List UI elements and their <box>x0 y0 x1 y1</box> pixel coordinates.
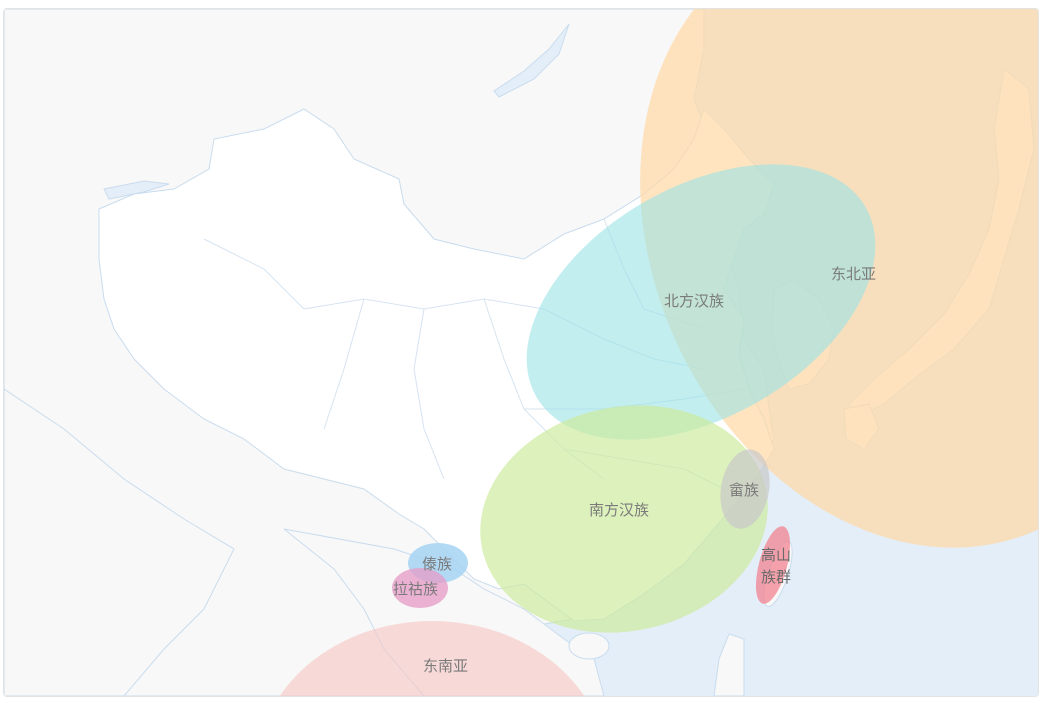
region-she[interactable] <box>714 445 775 532</box>
region-gaoshan[interactable] <box>749 523 797 608</box>
baikal-lake <box>493 23 570 98</box>
luzon-island <box>713 633 745 696</box>
region-southeast-asia[interactable] <box>257 621 607 696</box>
region-northern-han[interactable] <box>479 107 923 496</box>
map-canvas[interactable] <box>4 9 1038 696</box>
map-frame: 东北亚 北方汉族 南方汉族 畲族 高山 族群 傣族 拉祜族 东南亚 <box>3 8 1039 697</box>
region-southern-han[interactable] <box>459 379 789 658</box>
region-northeast-asia[interactable] <box>542 9 1038 635</box>
hainan-island <box>568 632 610 660</box>
region-lahu[interactable] <box>392 568 448 608</box>
balkhash-lake <box>103 180 170 200</box>
india-land <box>4 388 235 696</box>
